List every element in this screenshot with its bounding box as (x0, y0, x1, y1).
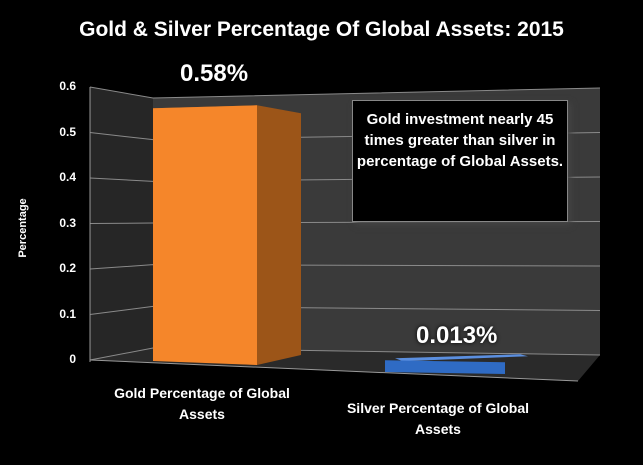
y-axis-label: Percentage (17, 198, 29, 258)
y-tick-label: 0 (69, 352, 76, 366)
bar (385, 360, 505, 374)
chart-title: Gold & Silver Percentage Of Global Asset… (79, 18, 564, 41)
y-tick-label: 0.1 (59, 306, 76, 321)
y-tick-label: 0.5 (59, 124, 76, 139)
x-axis-line (89, 359, 579, 382)
bar-top (395, 354, 528, 362)
gridline (89, 86, 601, 99)
annotation-box: Gold investment nearly 45 times greater … (352, 100, 568, 222)
x-tick-label: Gold Percentage of Global Assets (114, 385, 290, 422)
data-label: 0.013% (416, 322, 498, 349)
x-tick-label: Silver Percentage of Global Assets (346, 400, 530, 437)
data-label: 0.58% (180, 60, 249, 87)
y-tick-label: 0.3 (59, 215, 76, 230)
y-tick-label: 0.4 (59, 170, 76, 184)
y-tick-label: 0.2 (59, 261, 76, 275)
y-tick-label: 0.6 (59, 79, 76, 93)
bar (153, 105, 257, 365)
